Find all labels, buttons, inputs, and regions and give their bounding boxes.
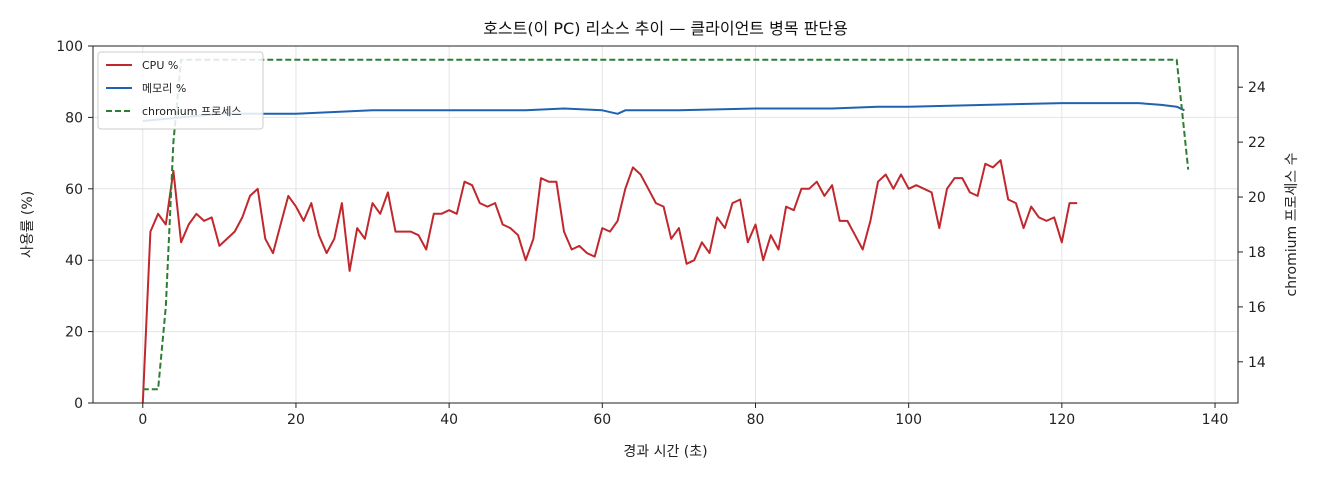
- x-tick-label: 0: [138, 412, 147, 428]
- series-line: [142, 102, 1185, 122]
- series-line: [142, 58, 1190, 391]
- y2-tick-label: 14: [1248, 355, 1266, 371]
- legend: CPU % 메모리 % chromium 프로세스: [97, 51, 264, 130]
- y2-tick-label: 20: [1248, 190, 1266, 206]
- y-tick-label: 20: [65, 325, 83, 341]
- y2-tick-label: 24: [1248, 80, 1266, 96]
- y-tick-label: 80: [65, 110, 83, 126]
- y-tick-label: 60: [65, 182, 83, 198]
- series-layer: [141, 58, 1190, 404]
- legend-entry: chromium 프로세스: [142, 105, 241, 118]
- legend-entry: CPU %: [142, 59, 178, 72]
- legend-box: [97, 51, 264, 130]
- x-axis-ticks: 0 20 40 60 80 100 120 140: [138, 403, 1228, 428]
- y2-tick-label: 22: [1248, 135, 1266, 151]
- y-tick-label: 100: [56, 39, 83, 55]
- y2-tick-label: 18: [1248, 245, 1266, 261]
- chart-title: 호스트(이 PC) 리소스 추이 — 클라이언트 병목 판단용: [483, 19, 848, 38]
- x-tick-label: 60: [593, 412, 611, 428]
- y2-tick-label: 16: [1248, 300, 1266, 316]
- x-tick-label: 40: [440, 412, 458, 428]
- legend-entry: 메모리 %: [142, 82, 186, 95]
- y2-axis-label: chromium 프로세스 수: [1284, 152, 1300, 296]
- series-line: [141, 159, 1078, 404]
- y-tick-label: 40: [65, 253, 83, 269]
- x-tick-label: 80: [747, 412, 765, 428]
- x-tick-label: 120: [1048, 412, 1075, 428]
- y-axis-right-ticks: 14 16 18 20 22 24: [1238, 80, 1266, 371]
- x-axis-label: 경과 시간 (초): [623, 444, 707, 460]
- plot-frame: [92, 45, 1239, 404]
- y-tick-label: 0: [74, 396, 83, 412]
- x-tick-label: 140: [1202, 412, 1229, 428]
- x-tick-label: 100: [895, 412, 922, 428]
- y-axis-label: 사용률 (%): [20, 191, 36, 258]
- x-tick-label: 20: [287, 412, 305, 428]
- y-axis-left-ticks: 0 20 40 60 80 100: [56, 39, 93, 412]
